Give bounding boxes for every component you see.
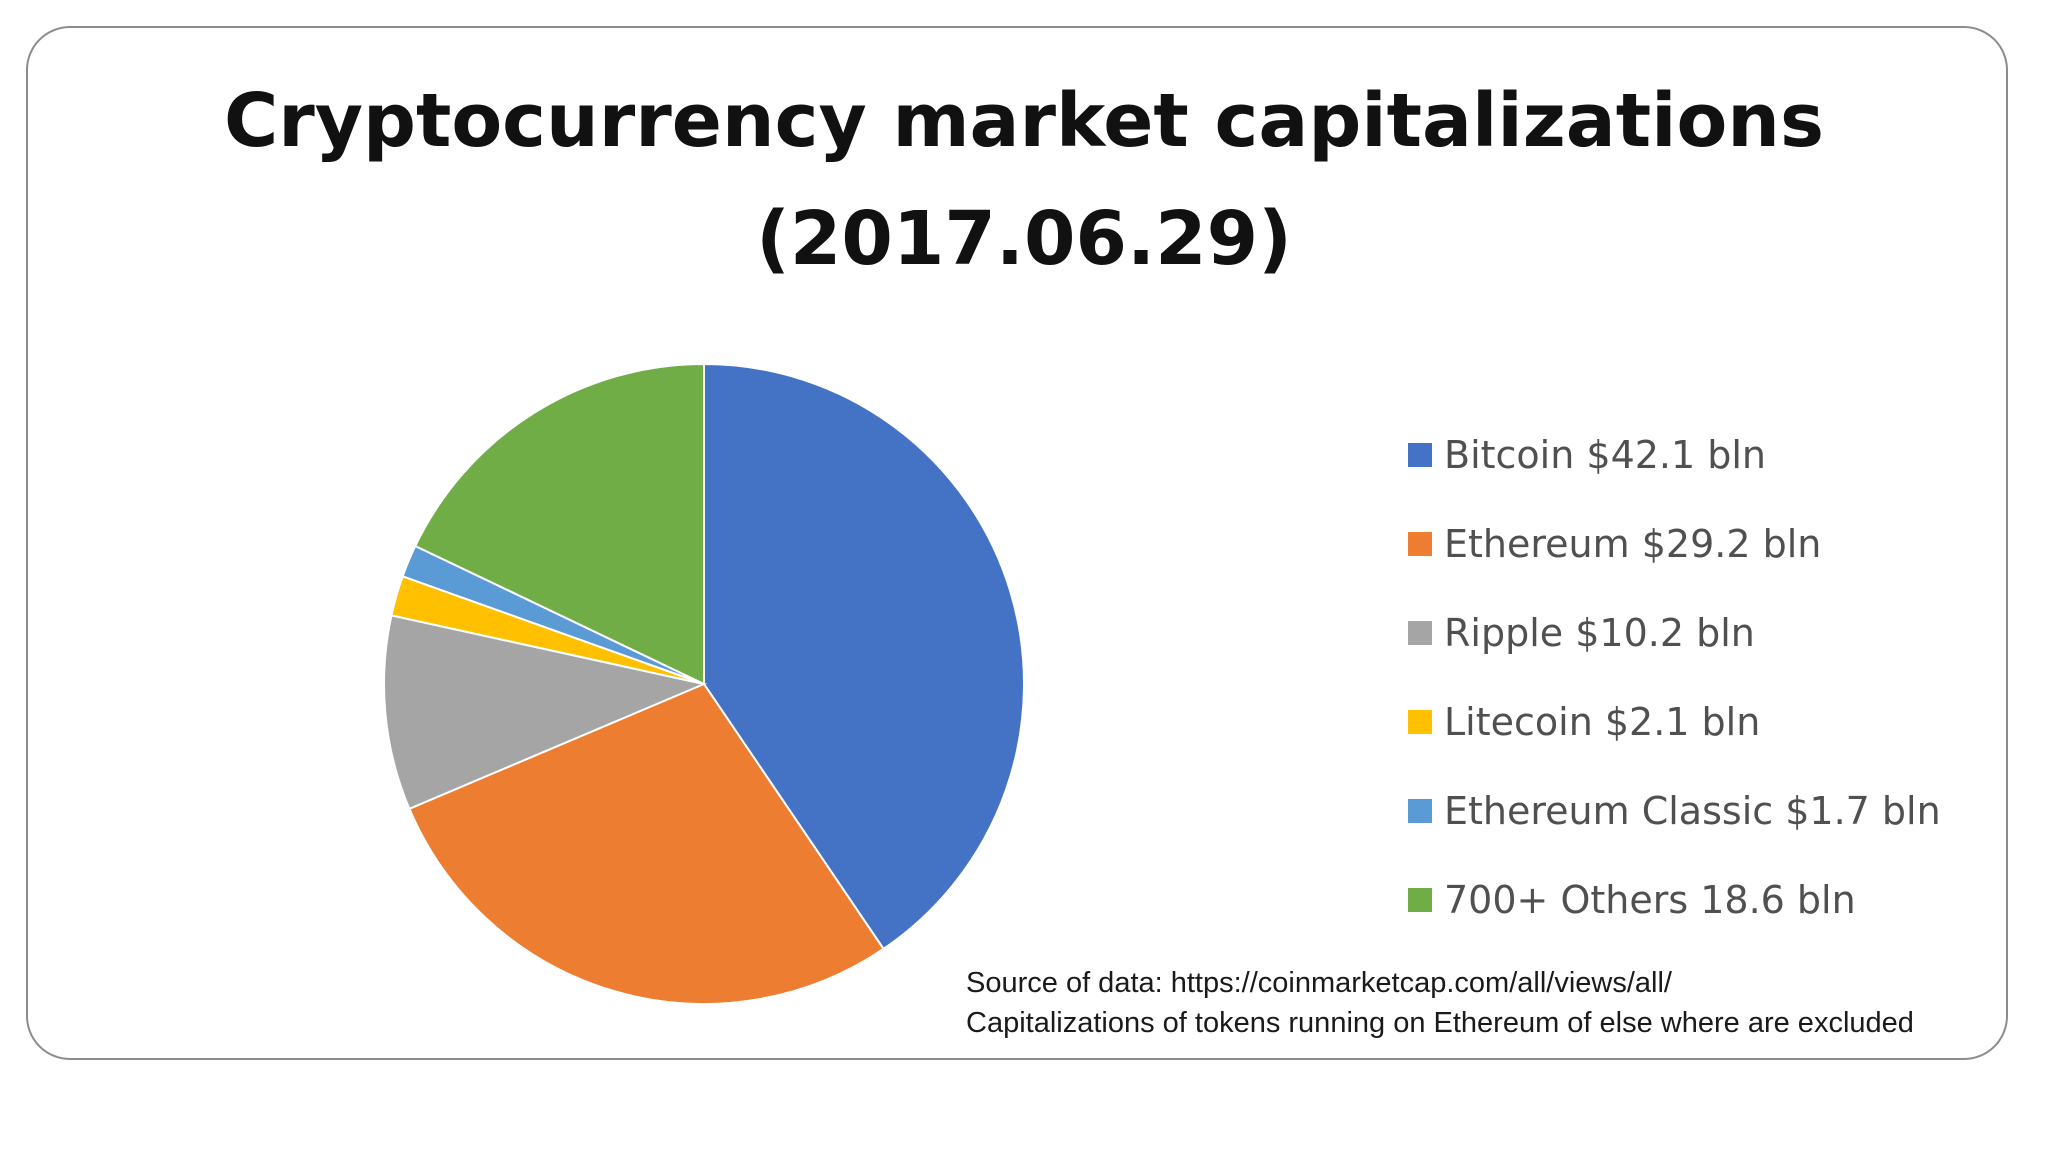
legend-swatch-others	[1408, 888, 1432, 912]
legend-swatch-litecoin	[1408, 710, 1432, 734]
source-line: Source of data: https://coinmarketcap.co…	[966, 967, 1672, 999]
legend-swatch-ripple	[1408, 621, 1432, 645]
pie-slice-bitcoin	[703, 362, 1026, 951]
legend-item-ethereum: Ethereum $29.2 bln	[1408, 519, 1821, 569]
exclusion-line: Capitalizations of tokens running on Eth…	[966, 1007, 1914, 1039]
legend-swatch-bitcoin	[1408, 443, 1432, 467]
source-note: Source of data: https://coinmarketcap.co…	[966, 963, 1914, 1043]
chart-title: Cryptocurrency market capitalizations	[223, 78, 1825, 164]
legend-item-others: 700+ Others 18.6 bln	[1408, 875, 1856, 925]
legend-label-litecoin: Litecoin $2.1 bln	[1444, 700, 1761, 744]
pie-slice-ripple	[383, 614, 708, 811]
legend-item-ripple: Ripple $10.2 bln	[1408, 608, 1755, 658]
chart-subtitle: (2017.06.29)	[756, 196, 1292, 282]
legend-label-ethereum: Ethereum $29.2 bln	[1444, 522, 1822, 566]
legend-item-ethereum-classic: Ethereum Classic $1.7 bln	[1408, 786, 1941, 836]
legend-item-litecoin: Litecoin $2.1 bln	[1408, 697, 1760, 747]
legend-label-ethereum-classic: Ethereum Classic $1.7 bln	[1444, 789, 1941, 833]
chart-frame	[26, 26, 2008, 1060]
legend-label-bitcoin: Bitcoin $42.1 bln	[1444, 433, 1767, 477]
legend-item-bitcoin: Bitcoin $42.1 bln	[1408, 430, 1766, 480]
legend-swatch-ethereum	[1408, 532, 1432, 556]
pie-slice-ethereum	[408, 682, 885, 1005]
legend-label-ripple: Ripple $10.2 bln	[1444, 611, 1755, 655]
legend-swatch-ethereum-classic	[1408, 799, 1432, 823]
legend-label-others: 700+ Others 18.6 bln	[1444, 878, 1856, 922]
pie-slice-700-others	[413, 362, 705, 686]
